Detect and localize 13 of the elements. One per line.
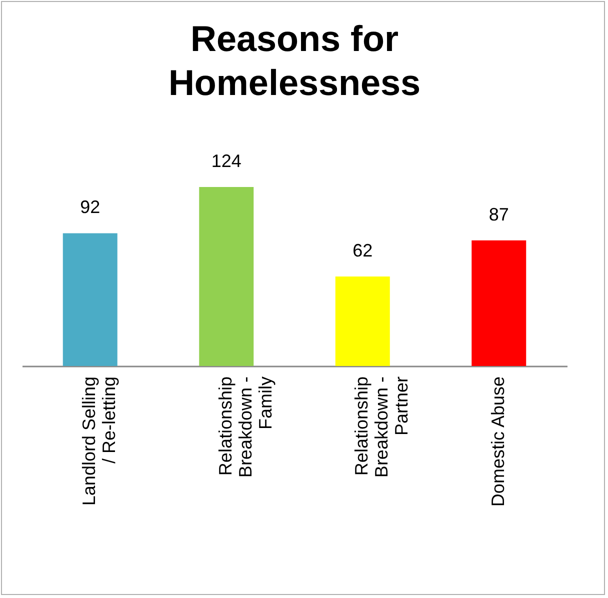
bar bbox=[62, 233, 118, 366]
chart-title: Reasons for Homelessness bbox=[168, 18, 421, 103]
x-tick-label: Domestic Abuse bbox=[488, 376, 508, 507]
data-label: 62 bbox=[352, 240, 373, 260]
bar bbox=[335, 276, 390, 366]
data-label: 124 bbox=[211, 151, 242, 171]
x-tick-label: Relationship Breakdown - Partner bbox=[352, 376, 412, 478]
x-tick-label: Relationship Breakdown - Family bbox=[215, 376, 276, 478]
bar bbox=[472, 240, 526, 366]
data-label: 87 bbox=[488, 204, 509, 224]
x-tick-label: Landlord Selling / Re-letting bbox=[79, 376, 120, 506]
data-label: 92 bbox=[80, 197, 100, 218]
bar bbox=[199, 187, 254, 366]
